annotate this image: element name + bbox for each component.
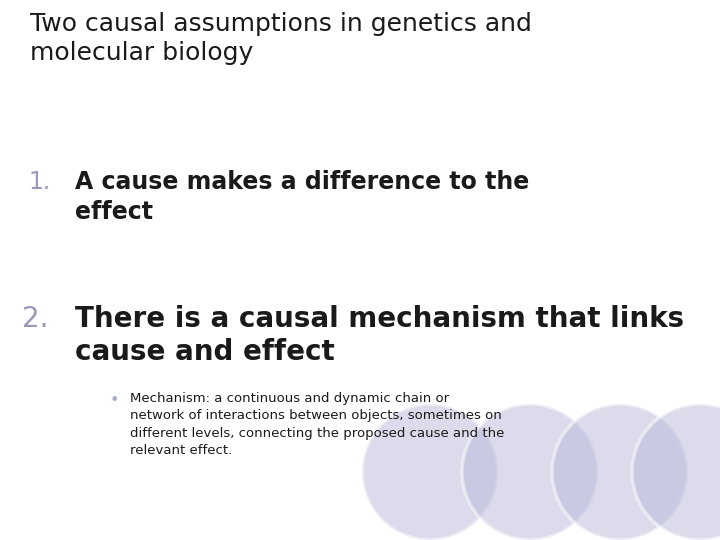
Text: 1.: 1. (28, 170, 50, 194)
Ellipse shape (632, 404, 720, 540)
Ellipse shape (362, 404, 498, 540)
Ellipse shape (552, 404, 688, 540)
Text: There is a causal mechanism that links
cause and effect: There is a causal mechanism that links c… (75, 305, 684, 367)
Text: Mechanism: a continuous and dynamic chain or
network of interactions between obj: Mechanism: a continuous and dynamic chai… (130, 392, 505, 457)
Text: Two causal assumptions in genetics and
molecular biology: Two causal assumptions in genetics and m… (30, 12, 532, 65)
Text: •: • (110, 393, 120, 408)
Text: 2.: 2. (22, 305, 48, 333)
Text: A cause makes a difference to the
effect: A cause makes a difference to the effect (75, 170, 529, 224)
Ellipse shape (462, 404, 598, 540)
